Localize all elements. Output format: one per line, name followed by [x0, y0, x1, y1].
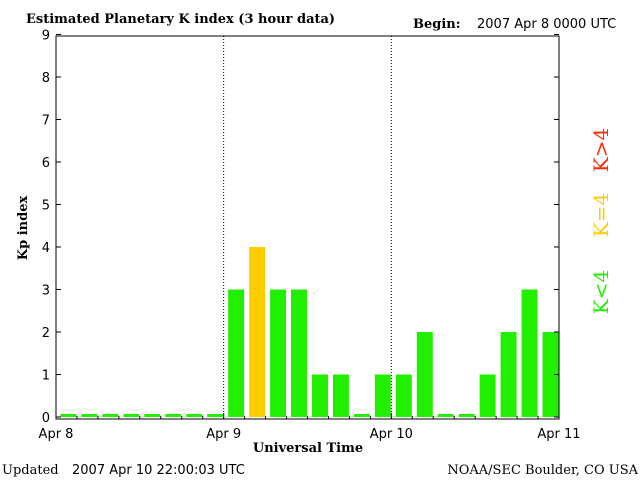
x-tick-label: Apr 11	[537, 427, 580, 442]
bar-kp-apr-8-06	[102, 414, 119, 417]
y-tick-label: 5	[42, 199, 50, 214]
legend-k-below-4: K<4	[589, 270, 613, 314]
source-credit: NOAA/SEC Boulder, CO USA	[447, 463, 638, 478]
bar-kp-apr-8-00	[60, 414, 77, 417]
x-tick-label: Apr 8	[39, 427, 74, 442]
separator-lines	[223, 36, 392, 419]
bar-kp-apr-9-03	[249, 247, 266, 417]
bar-kp-apr-9-00	[228, 289, 245, 417]
chart-title: Estimated Planetary K index (3 hour data…	[26, 12, 335, 27]
y-tick-label: 3	[42, 284, 50, 299]
x-ticks: Apr 8 Apr 9 Apr 10 Apr 11	[39, 413, 581, 442]
bar-kp-apr-8-18	[186, 414, 203, 417]
bar-kp-apr-8-12	[144, 414, 161, 417]
bar-kp-apr-9-18	[353, 414, 370, 417]
bar-kp-apr-9-06	[270, 289, 287, 417]
y-tick-label: 6	[42, 156, 50, 171]
updated-label: Updated	[2, 463, 59, 478]
bar-kp-apr-8-21	[207, 414, 224, 417]
bar-kp-apr-9-21	[374, 374, 391, 417]
bar-kp-apr-10-21	[542, 332, 559, 417]
x-tick-label: Apr 9	[206, 427, 241, 442]
begin-value: 2007 Apr 8 0000 UTC	[477, 17, 616, 32]
bar-kp-apr-8-03	[81, 414, 98, 417]
bar-kp-apr-10-18	[521, 289, 538, 417]
y-ticks: 0 1 2 3 4 5 6 7 8 9	[42, 29, 559, 426]
y-tick-label: 2	[42, 326, 50, 341]
bar-kp-apr-9-12	[312, 374, 328, 417]
legend-k-above-4: K>4	[589, 128, 613, 172]
y-tick-label: 0	[42, 411, 50, 426]
bar-kp-apr-9-09	[291, 289, 307, 417]
bar-kp-apr-10-09	[458, 414, 475, 417]
bar-kp-apr-8-09	[123, 414, 140, 417]
x-axis-label: Universal Time	[253, 441, 363, 456]
begin-label: Begin:	[413, 17, 461, 32]
y-tick-label: 8	[42, 71, 50, 86]
bars	[60, 247, 559, 417]
bar-kp-apr-10-15	[500, 332, 517, 417]
y-tick-label: 1	[42, 369, 50, 384]
plot-frame	[55, 35, 560, 420]
bar-kp-apr-10-03	[416, 332, 433, 417]
bar-kp-apr-9-15	[332, 374, 349, 417]
y-axis-label: Kp index	[16, 196, 31, 261]
y-tick-label: 7	[42, 114, 50, 129]
y-tick-label: 9	[42, 29, 50, 44]
legend-k-equal-4: K=4	[589, 193, 613, 237]
bar-kp-apr-10-12	[479, 374, 496, 417]
bar-kp-apr-8-15	[165, 414, 182, 417]
x-tick-label: Apr 10	[370, 427, 413, 442]
updated-value: 2007 Apr 10 22:00:03 UTC	[72, 463, 245, 478]
bar-kp-apr-10-00	[395, 374, 412, 417]
y-tick-label: 4	[42, 241, 50, 256]
bar-kp-apr-10-06	[437, 414, 454, 417]
